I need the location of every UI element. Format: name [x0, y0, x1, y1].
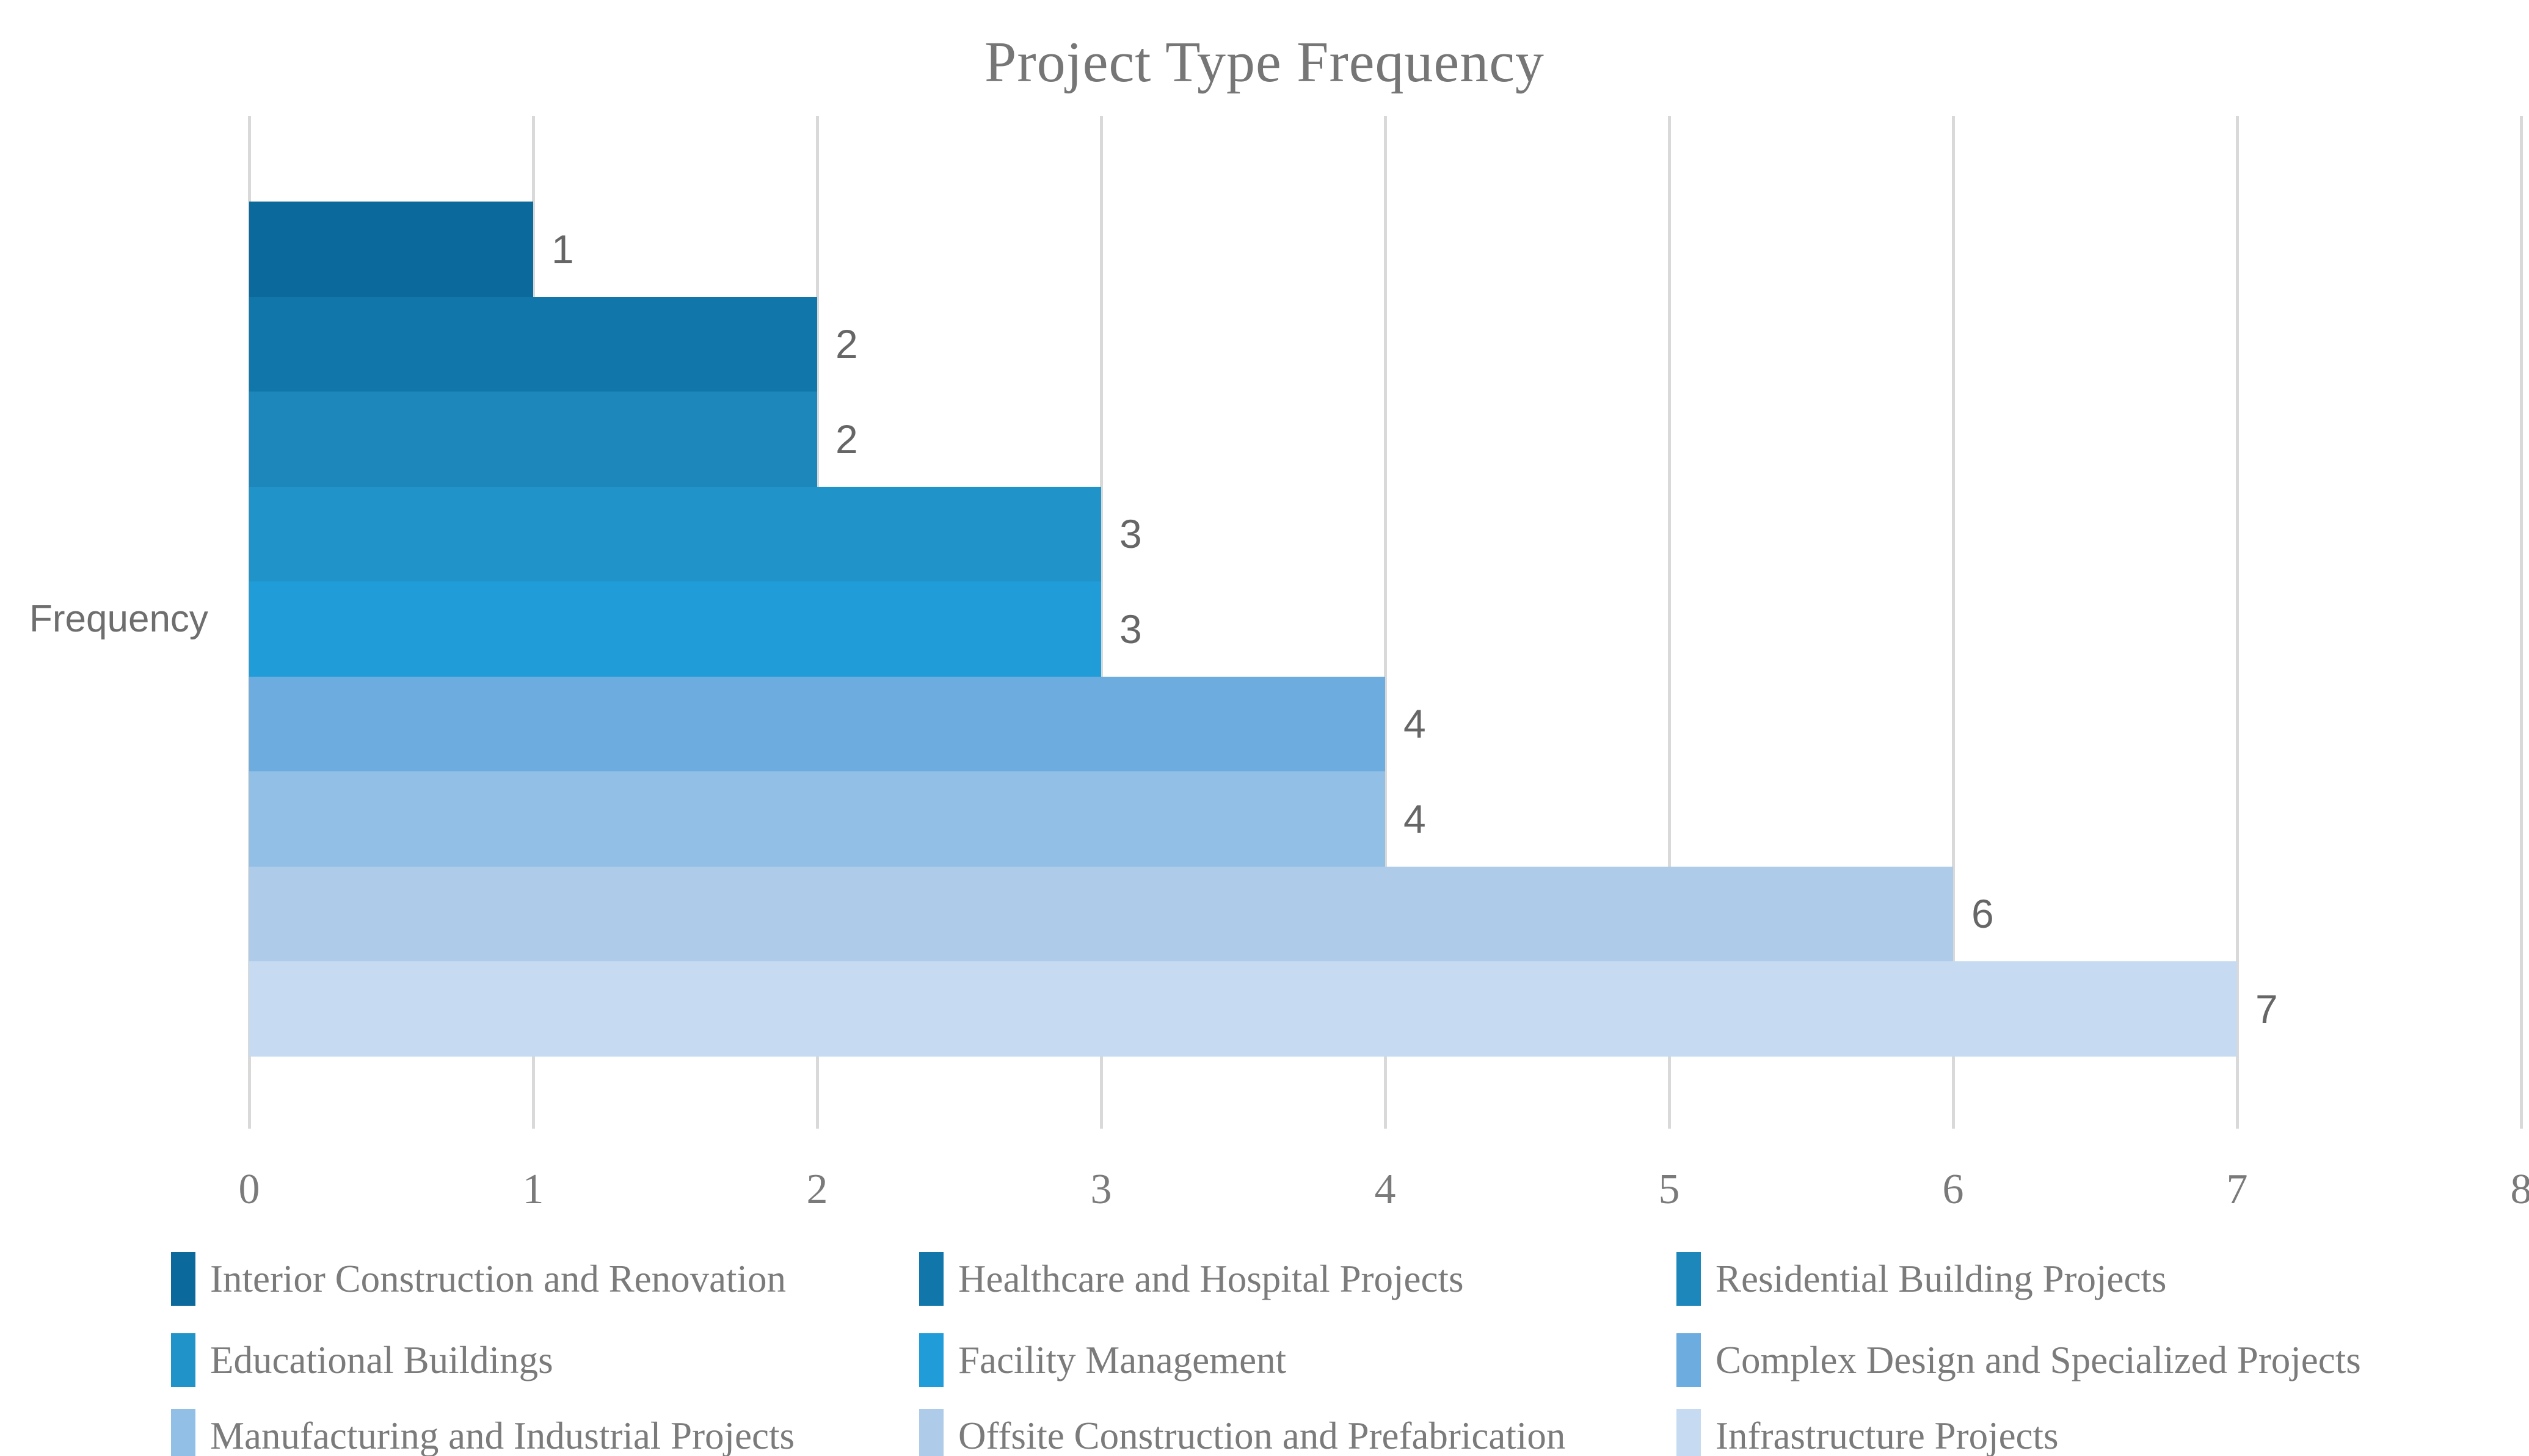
legend-label: Residential Building Projects	[1716, 1257, 2167, 1300]
chart-title: Project Type Frequency	[984, 31, 1545, 94]
data-label: 1	[551, 226, 574, 272]
x-axis-tick-label: 3	[1090, 1166, 1112, 1213]
x-axis-tick-label: 7	[2226, 1166, 2248, 1213]
gridline	[1952, 116, 1955, 1129]
bar	[249, 866, 1953, 961]
bar	[249, 676, 1385, 771]
bar	[249, 581, 1101, 677]
legend-item: Complex Design and Specialized Projects	[1676, 1333, 2361, 1387]
legend-label: Complex Design and Specialized Projects	[1716, 1338, 2361, 1381]
data-label: 6	[1971, 891, 1994, 937]
legend-color-swatch-icon	[1676, 1252, 1701, 1306]
legend-label: Educational Buildings	[210, 1338, 553, 1381]
legend-color-swatch-icon	[919, 1333, 944, 1387]
legend-label: Manufacturing and Industrial Projects	[210, 1414, 795, 1456]
x-axis-tick-label: 0	[238, 1166, 260, 1213]
gridline	[1384, 116, 1387, 1129]
y-axis-title: Frequency	[29, 598, 208, 640]
legend-label: Healthcare and Hospital Projects	[958, 1257, 1464, 1300]
legend-item: Infrastructure Projects	[1676, 1409, 2059, 1456]
x-axis-tick-label: 8	[2510, 1166, 2529, 1213]
gridline	[1668, 116, 1671, 1129]
legend-item: Offsite Construction and Prefabrication	[919, 1409, 1565, 1456]
x-axis-tick-label: 5	[1658, 1166, 1680, 1213]
data-label: 3	[1119, 511, 1142, 557]
legend-item: Healthcare and Hospital Projects	[919, 1252, 1463, 1306]
legend-color-swatch-icon	[171, 1333, 195, 1387]
legend-item: Facility Management	[919, 1333, 1286, 1387]
legend-color-swatch-icon	[1676, 1333, 1701, 1387]
legend-color-swatch-icon	[919, 1409, 944, 1456]
legend-label: Infrastructure Projects	[1716, 1414, 2059, 1456]
bar	[249, 486, 1101, 581]
legend-item: Interior Construction and Renovation	[171, 1252, 786, 1306]
legend-label: Facility Management	[958, 1338, 1287, 1381]
legend-label: Offsite Construction and Prefabrication	[958, 1414, 1566, 1456]
data-label: 4	[1403, 701, 1426, 747]
x-axis-tick-label: 6	[1942, 1166, 1964, 1213]
legend-color-swatch-icon	[171, 1252, 195, 1306]
data-label: 7	[2255, 986, 2278, 1032]
legend-color-swatch-icon	[171, 1409, 195, 1456]
gridline	[1100, 116, 1103, 1129]
legend-item: Educational Buildings	[171, 1333, 553, 1387]
data-label: 4	[1403, 796, 1426, 842]
x-axis-tick-label: 4	[1374, 1166, 1396, 1213]
legend-item: Residential Building Projects	[1676, 1252, 2166, 1306]
data-label: 3	[1119, 606, 1142, 652]
bar	[249, 391, 817, 487]
x-axis-tick-label: 1	[522, 1166, 544, 1213]
x-axis-tick-label: 2	[806, 1166, 828, 1213]
gridline	[2520, 116, 2523, 1129]
legend-item: Manufacturing and Industrial Projects	[171, 1409, 795, 1456]
bar	[249, 771, 1385, 867]
data-label: 2	[835, 321, 858, 367]
bar	[249, 961, 2237, 1057]
legend-color-swatch-icon	[919, 1252, 944, 1306]
legend-color-swatch-icon	[1676, 1409, 1701, 1456]
data-label: 2	[835, 416, 858, 462]
gridline	[2236, 116, 2239, 1129]
bar	[249, 296, 817, 391]
bar	[249, 202, 533, 297]
legend-label: Interior Construction and Renovation	[210, 1257, 787, 1300]
